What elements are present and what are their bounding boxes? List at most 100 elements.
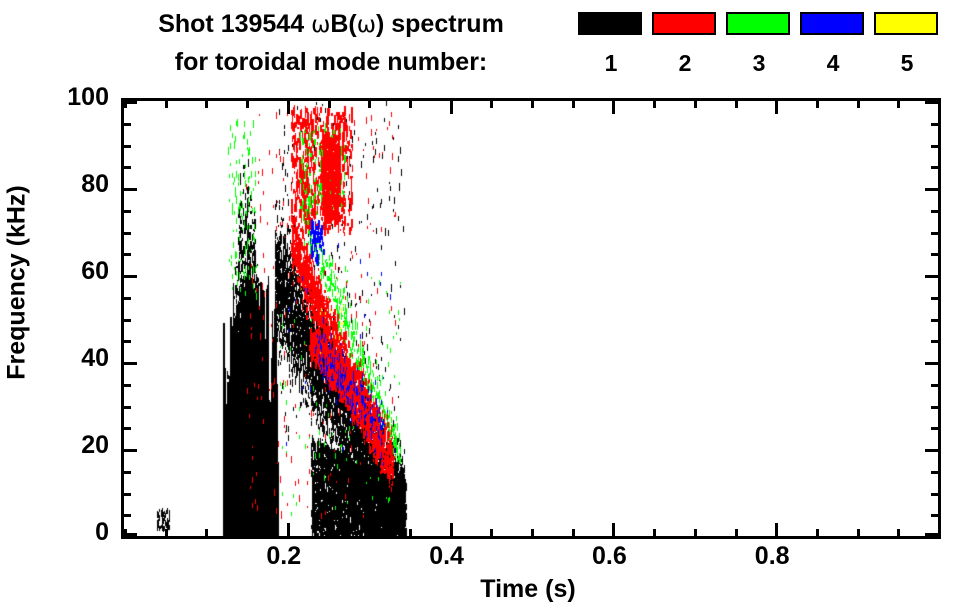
y-tick-right [931,319,938,322]
x-tick-top [735,101,738,108]
y-tick-right [931,297,938,300]
y-tick-right [931,232,938,235]
title-line-1: Shot 139544 ωB(ω) spectrum [96,6,566,44]
legend-entry-1[interactable]: 1 [578,12,644,76]
x-tick-bottom [450,523,453,536]
x-tick-top [816,101,819,108]
legend-label-4: 4 [826,50,840,76]
y-tick-right [931,427,938,430]
legend-swatch-2 [652,12,716,35]
x-tick-bottom [409,529,412,536]
y-tick-left [124,210,131,213]
y-tick-left [124,145,131,148]
y-tick-right [925,362,938,365]
y-tick-left [124,123,131,126]
legend-swatch-5 [874,12,938,35]
y-tick-left [124,188,137,191]
x-tick-bottom [165,529,168,536]
x-tick-top [328,101,331,108]
y-tick-right [931,253,938,256]
x-tick-top [165,101,168,108]
x-tick-label-0.6: 0.6 [592,542,627,570]
legend-label-3: 3 [752,50,766,76]
x-tick-label-0.8: 0.8 [754,542,790,570]
y-tick-right [931,406,938,409]
y-tick-left [124,232,131,235]
legend-swatch-3 [726,12,790,35]
y-tick-label-60: 60 [81,257,109,285]
y-tick-left [124,406,131,409]
x-tick-bottom [816,529,819,536]
y-tick-right [931,210,938,213]
legend-swatch-4 [800,12,864,35]
x-tick-top [938,101,941,108]
y-tick-left [124,297,131,300]
y-tick-right [931,471,938,474]
y-tick-right [931,340,938,343]
y-tick-left [124,514,131,517]
x-axis-title: Time (s) [480,575,576,603]
y-tick-right [925,449,938,452]
x-tick-top [287,101,290,114]
mode-legend: 1 2 3 4 5 [578,12,948,92]
x-tick-top [246,101,249,108]
x-tick-bottom [694,529,697,536]
y-axis-title: Frequency (kHz) [2,185,31,380]
x-tick-top [653,101,656,108]
y-tick-left [124,449,137,452]
y-tick-right [931,514,938,517]
x-tick-top [857,101,860,108]
legend-entry-2[interactable]: 2 [652,12,718,76]
y-tick-left [124,427,131,430]
x-tick-bottom [897,529,900,536]
x-tick-bottom [531,529,534,536]
legend-entry-5[interactable]: 5 [874,12,940,76]
legend-label-1: 1 [604,50,618,76]
x-tick-top [205,101,208,108]
y-tick-left [124,101,137,104]
legend-swatch-1 [578,12,642,35]
y-tick-left [124,319,131,322]
x-tick-bottom [328,529,331,536]
x-tick-label-0.4: 0.4 [429,542,464,570]
x-tick-top [531,101,534,108]
x-tick-top [694,101,697,108]
x-tick-bottom [368,529,371,536]
x-tick-bottom [246,529,249,536]
chart-title: Shot 139544 ωB(ω) spectrum for toroidal … [96,6,566,81]
y-tick-right [931,493,938,496]
title-line-2: for toroidal mode number: [174,48,488,76]
y-tick-left [124,493,131,496]
y-tick-label-80: 80 [81,170,109,198]
y-tick-left [124,362,137,365]
y-tick-right [931,145,938,148]
x-tick-bottom [857,529,860,536]
y-tick-label-0: 0 [95,518,109,546]
x-tick-bottom [124,529,127,536]
y-tick-right [925,101,938,104]
x-tick-bottom [205,529,208,536]
y-tick-right [931,384,938,387]
y-tick-right [925,533,938,536]
x-tick-top [409,101,412,108]
x-tick-top [775,101,778,114]
y-tick-right [925,275,938,278]
x-tick-bottom [653,529,656,536]
x-tick-top [124,101,127,108]
x-tick-bottom [612,523,615,536]
legend-label-5: 5 [900,50,914,76]
y-tick-label-100: 100 [67,83,109,111]
x-tick-top [450,101,453,114]
title-mid: B( [330,10,357,38]
omega-symbol-1: ω [311,12,331,38]
y-tick-right [931,123,938,126]
legend-entry-4[interactable]: 4 [800,12,866,76]
x-tick-top [897,101,900,108]
legend-entry-3[interactable]: 3 [726,12,792,76]
y-tick-left [124,340,131,343]
spectrogram-canvas [124,101,938,536]
y-tick-left [124,253,131,256]
x-tick-top [572,101,575,108]
x-tick-bottom [775,523,778,536]
